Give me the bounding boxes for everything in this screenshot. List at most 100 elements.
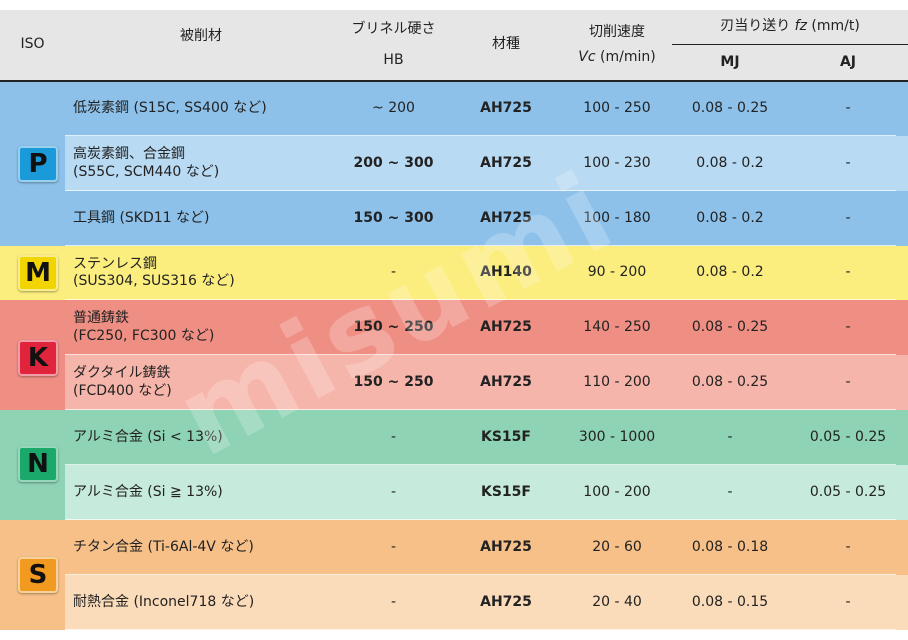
table-cell-material: 耐熱合金 (Inconel718 など): [65, 575, 337, 630]
table-cell-mj: 0.08 - 0.2: [672, 191, 788, 246]
cell-value-vc: 110 - 200: [583, 373, 651, 390]
table-cell-mj: 0.08 - 0.25: [672, 300, 788, 355]
table-cell-vc: 300 - 1000: [562, 410, 672, 465]
cell-value-hb: 150 ~ 300: [353, 209, 434, 226]
row-separator: [65, 409, 896, 410]
cell-value-hb: -: [390, 264, 397, 281]
header-iso: ISO: [0, 10, 65, 82]
material-line1: アルミ合金 (Si < 13%): [73, 428, 223, 445]
cell-value-vc: 20 - 60: [592, 538, 642, 555]
cell-value-aj: -: [845, 538, 851, 555]
material-line1: ダクタイル鋳鉄: [73, 365, 171, 381]
cell-value-aj: -: [845, 373, 851, 390]
header-feed-prefix: 刃当り送り: [720, 18, 795, 35]
header-mj: MJ: [672, 45, 788, 82]
cell-value-vc: 100 - 180: [583, 209, 651, 226]
table-cell-aj: 0.05 - 0.25: [788, 465, 908, 520]
cell-value-hb: ~ 200: [372, 100, 415, 117]
table-cell-mj: 0.08 - 0.25: [672, 355, 788, 410]
header-feed: 刃当り送り fz (mm/t): [672, 10, 908, 45]
table-cell-material: アルミ合金 (Si < 13%): [65, 410, 337, 465]
table-cell-aj: 0.05 - 0.25: [788, 410, 908, 465]
iso-badge-n-label: N: [27, 449, 49, 479]
cell-value-mj: 0.08 - 0.2: [696, 264, 764, 281]
table-cell-grade: AH725: [450, 575, 562, 630]
table-cell-mj: 0.08 - 0.15: [672, 575, 788, 630]
cell-value-aj: -: [845, 209, 851, 226]
table-cell-grade: AH725: [450, 82, 562, 136]
table-cell-material: 普通鋳鉄 (FC250, FC300 など): [65, 300, 337, 355]
cell-value-mj: 0.08 - 0.15: [691, 593, 769, 610]
table-cell-aj: -: [788, 246, 908, 300]
cell-value-grade: KS15F: [481, 428, 531, 445]
row-separator: [65, 354, 896, 355]
material-line1: アルミ合金 (Si ≧ 13%): [73, 483, 223, 500]
table-cell-mj: 0.08 - 0.18: [672, 520, 788, 575]
cell-value-grade: AH725: [480, 154, 532, 171]
table-cell-aj: -: [788, 136, 908, 191]
cell-value-grade: AH725: [480, 373, 532, 390]
cell-value-grade: AH725: [480, 593, 532, 610]
header-speed-unit: (m/min): [595, 49, 656, 65]
material-line2: (SUS304, SUS316 など): [73, 273, 235, 289]
table-cell-aj: -: [788, 191, 908, 246]
cell-value-aj: 0.05 - 0.25: [809, 483, 887, 500]
header-feed-unit: (mm/t): [806, 18, 860, 35]
material-line1: ステンレス鋼: [73, 255, 157, 272]
cell-value-hb: 200 ~ 300: [353, 154, 434, 171]
table-cell-vc: 20 - 40: [562, 575, 672, 630]
header-speed: 切削速度 Vc (m/min): [562, 10, 672, 82]
cell-value-vc: 100 - 200: [583, 483, 651, 500]
cell-value-vc: 90 - 200: [587, 264, 647, 281]
table-cell-hb: -: [337, 246, 450, 300]
cell-value-aj: -: [845, 154, 851, 171]
cell-value-vc: 140 - 250: [583, 318, 651, 335]
table-cell-material: アルミ合金 (Si ≧ 13%): [65, 465, 337, 520]
table-cell-hb: 200 ~ 300: [337, 136, 450, 191]
header-hardness-line2: HB: [383, 52, 404, 68]
table-cell-aj: -: [788, 300, 908, 355]
cell-value-hb: -: [390, 483, 397, 500]
cell-value-mj: 0.08 - 0.18: [691, 538, 769, 555]
table-cell-vc: 110 - 200: [562, 355, 672, 410]
table-cell-mj: -: [672, 465, 788, 520]
header-aj: AJ: [788, 45, 908, 82]
table-cell-grade: AH725: [450, 136, 562, 191]
material-line2: (S55C, SCM440 など): [73, 163, 220, 180]
material-line2: (FCD400 など): [73, 382, 172, 399]
table-cell-grade: KS15F: [450, 410, 562, 465]
table-cell-hb: -: [337, 465, 450, 520]
cell-value-grade: AH140: [480, 264, 532, 281]
iso-badge-p: P: [18, 146, 58, 182]
table-cell-vc: 90 - 200: [562, 246, 672, 300]
table-cell-grade: AH725: [450, 300, 562, 355]
row-separator: [65, 574, 896, 575]
cell-value-mj: -: [727, 483, 733, 500]
table-cell-hb: ~ 200: [337, 82, 450, 136]
cell-value-grade: AH725: [480, 100, 532, 117]
table-cell-mj: 0.08 - 0.2: [672, 136, 788, 191]
table-cell-hb: -: [337, 520, 450, 575]
table-cell-grade: KS15F: [450, 465, 562, 520]
cell-value-grade: AH725: [480, 209, 532, 226]
header-iso-label: ISO: [20, 36, 45, 53]
row-separator: [65, 519, 896, 520]
cell-value-vc: 100 - 230: [583, 154, 651, 171]
table-cell-hb: -: [337, 575, 450, 630]
table-cell-mj: -: [672, 410, 788, 465]
cell-value-aj: -: [845, 593, 851, 610]
row-separator: [65, 190, 896, 191]
row-separator: [65, 299, 896, 300]
cell-value-hb: -: [390, 428, 397, 445]
header-hardness-line1: ブリネル硬さ: [351, 20, 436, 37]
cell-value-mj: 0.08 - 0.25: [691, 373, 769, 390]
header-aj-label: AJ: [839, 53, 857, 70]
iso-badge-k: K: [18, 340, 58, 376]
row-separator: [65, 135, 896, 136]
table-cell-grade: AH725: [450, 355, 562, 410]
cell-value-hb: -: [390, 538, 397, 555]
material-line1: 工具鋼 (SKD11 など): [73, 209, 210, 226]
table-cell-hb: -: [337, 410, 450, 465]
table-cell-hb: 150 ~ 300: [337, 191, 450, 246]
header-feed-fz: fz: [794, 18, 807, 35]
